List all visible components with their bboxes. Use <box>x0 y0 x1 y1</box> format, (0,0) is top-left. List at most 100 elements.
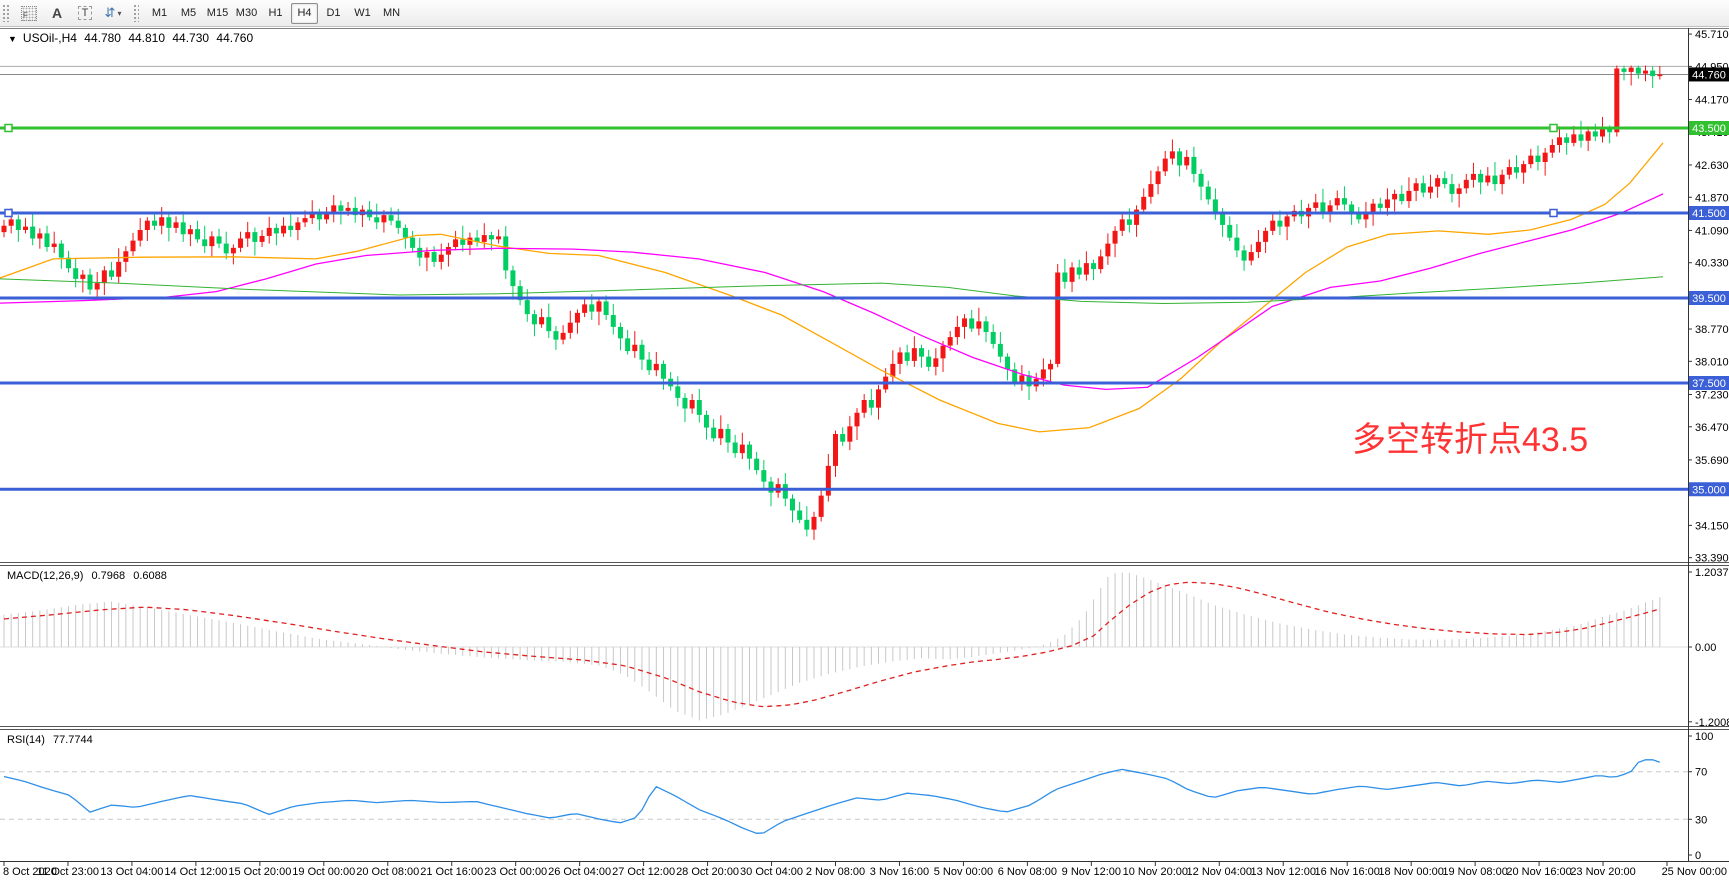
price-tick-label: 36.470 <box>1695 422 1729 434</box>
ma-slow-green <box>0 276 1664 305</box>
macd-tick-label: -1.2008 <box>1695 717 1729 729</box>
price-label-37.500[interactable] <box>1689 376 1729 390</box>
rsi-name: RSI(14) <box>7 734 45 746</box>
date-label[interactable]: 10 Nov 20:00 <box>1123 866 1188 878</box>
rsi-tick-label: 70 <box>1695 767 1707 779</box>
rsi-tick-label: 0 <box>1695 850 1701 862</box>
rsi-tick-label: 30 <box>1695 814 1707 826</box>
macd-signal-line <box>3 581 1660 708</box>
price-tick-label: 42.630 <box>1695 160 1729 172</box>
hline-handle[interactable] <box>4 123 13 133</box>
price-label-39.500-text: 39.500 <box>1692 293 1726 305</box>
chart-canvas[interactable]: 45.71044.95044.17043.41042.63041.87041.0… <box>0 28 1729 888</box>
timeframe-button-m5[interactable]: M5 <box>180 6 197 19</box>
top-toolbar: F A T ⇵ ▾ M1 M5 M15 M30 H1 H4 D1 W1 MN <box>0 0 1729 27</box>
date-label[interactable]: 5 Nov 00:00 <box>934 866 993 878</box>
text-label-tool-icon[interactable]: T <box>77 6 93 20</box>
date-label[interactable]: 2 Nov 08:00 <box>806 866 865 878</box>
text-tool-icon[interactable]: A <box>51 5 63 21</box>
timeframe-button-h1[interactable]: H1 <box>268 6 283 19</box>
timeframe-button-m30[interactable]: M30 <box>235 6 258 19</box>
date-label[interactable]: 26 Oct 04:00 <box>548 866 611 878</box>
date-label[interactable]: 11 Oct 23:00 <box>37 866 99 878</box>
price-label-41.500[interactable] <box>1689 206 1729 220</box>
price-label-39.500[interactable] <box>1689 291 1729 305</box>
macd-tick-label: 1.2037 <box>1695 567 1729 579</box>
price-tick-label: 33.390 <box>1695 553 1729 565</box>
date-label[interactable]: 27 Oct 12:00 <box>612 866 675 878</box>
toolbar-separator <box>133 4 139 22</box>
timeframe-button-group: M1 M5 M15 M30 H1 H4 D1 W1 MN <box>145 2 406 24</box>
date-label[interactable]: 20 Nov 16:00 <box>1506 866 1571 878</box>
date-label[interactable]: 12 Nov 04:00 <box>1187 866 1252 878</box>
date-label[interactable]: 19 Nov 08:00 <box>1442 866 1507 878</box>
price-tick-label: 38.770 <box>1695 324 1729 336</box>
rsi-line <box>3 759 1661 834</box>
arrows-tool-button[interactable]: ⇵ ▾ <box>102 3 124 23</box>
date-label[interactable]: 13 Oct 04:00 <box>100 866 163 878</box>
date-label[interactable]: 23 Oct 00:00 <box>484 866 547 878</box>
chart-annotation-text[interactable]: 多空转折点43.5 <box>1352 421 1589 459</box>
ma-mid-magenta <box>0 193 1664 391</box>
hline-handle[interactable] <box>1549 208 1558 218</box>
rsi-value: 77.7744 <box>52 734 93 746</box>
price-tick-label: 41.870 <box>1695 192 1729 204</box>
date-label[interactable]: 14 Oct 12:00 <box>164 866 227 878</box>
price-label-41.500-text: 41.500 <box>1692 208 1726 220</box>
price-label-37.500-text: 37.500 <box>1692 378 1726 390</box>
toolbar-grip-icon[interactable] <box>2 4 11 22</box>
date-label[interactable]: 18 Nov 00:00 <box>1378 866 1443 878</box>
rsi-tick-label: 100 <box>1695 731 1713 743</box>
price-tick-label: 40.330 <box>1695 258 1729 270</box>
date-label[interactable]: 30 Oct 04:00 <box>740 866 803 878</box>
open-value: 44.780 <box>84 31 121 45</box>
low-value: 44.730 <box>172 31 210 45</box>
date-label[interactable]: 25 Nov 00:00 <box>1662 866 1727 878</box>
date-label[interactable]: 3 Nov 16:00 <box>870 866 929 878</box>
price-label-43.500[interactable] <box>1689 121 1729 135</box>
date-label[interactable]: 20 Oct 08:00 <box>356 866 419 878</box>
date-label[interactable]: 19 Oct 00:00 <box>292 866 355 878</box>
price-label-35.000[interactable] <box>1689 482 1729 497</box>
timeframe-button-m15[interactable]: M15 <box>206 6 229 19</box>
timeframe-button-w1[interactable]: W1 <box>354 6 371 19</box>
macd-tick-label: 0.00 <box>1695 642 1716 654</box>
timeframe-button-d1[interactable]: D1 <box>326 6 341 19</box>
price-tick-label: 45.710 <box>1695 29 1729 41</box>
timeframe-button-h4[interactable]: H4 <box>291 2 318 24</box>
price-label-35.000-text: 35.000 <box>1692 484 1726 496</box>
date-label[interactable]: 15 Oct 20:00 <box>228 866 291 878</box>
date-label[interactable]: 23 Nov 20:00 <box>1570 866 1635 878</box>
price-tick-label: 35.690 <box>1695 455 1729 467</box>
high-value: 44.810 <box>128 31 166 45</box>
date-label[interactable]: 13 Nov 12:00 <box>1251 866 1316 878</box>
ma-fast-orange <box>0 142 1664 433</box>
date-label[interactable]: 8 Oct 2020 <box>3 866 57 878</box>
date-label[interactable]: 9 Nov 12:00 <box>1062 866 1121 878</box>
price-tick-label: 44.170 <box>1695 95 1729 107</box>
timeframe-button-m1[interactable]: M1 <box>151 6 168 19</box>
macd-signal-value: 0.6088 <box>133 570 167 582</box>
chevron-down-icon[interactable]: ▼ <box>8 34 17 44</box>
hline-handle[interactable] <box>4 208 13 218</box>
grid-snap-icon[interactable]: F <box>21 5 37 21</box>
chart-title-ohlc[interactable]: ▼ USOil-,H4 44.780 44.810 44.730 44.760 <box>8 31 257 45</box>
price-label-43.500-text: 43.500 <box>1692 123 1726 135</box>
macd-main-value: 0.7968 <box>91 570 126 582</box>
macd-group <box>3 572 1661 721</box>
symbol-label: USOil-,H4 <box>22 31 77 45</box>
chevron-down-icon[interactable]: ▾ <box>117 8 122 18</box>
timeframe-button-mn[interactable]: MN <box>382 6 401 19</box>
arrows-icon: ⇵ <box>104 5 116 20</box>
date-label[interactable]: 16 Nov 16:00 <box>1314 866 1379 878</box>
candles-group <box>1 65 1663 540</box>
date-label[interactable]: 28 Oct 20:00 <box>676 866 739 878</box>
date-label[interactable]: 21 Oct 16:00 <box>420 866 483 878</box>
current-price-label[interactable] <box>1689 67 1729 82</box>
date-label[interactable]: 6 Nov 08:00 <box>998 866 1057 878</box>
macd-name: MACD(12,26,9) <box>7 570 84 582</box>
price-tick-label: 41.090 <box>1695 225 1729 237</box>
rsi-indicator-label: RSI(14) 77.7744 <box>7 734 98 746</box>
macd-indicator-label: MACD(12,26,9) 0.7968 0.6088 <box>7 570 172 582</box>
hline-handle[interactable] <box>1549 123 1558 133</box>
